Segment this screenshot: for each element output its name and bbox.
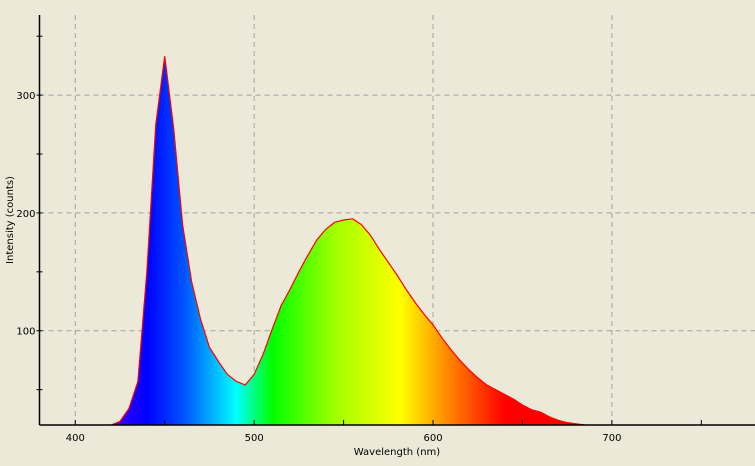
y-axis-label: Intensity (counts) [5,176,16,264]
y-tick-label: 200 [16,209,35,220]
x-tick-label: 500 [245,433,264,444]
x-tick-label: 700 [602,433,621,444]
x-tick-label: 400 [66,433,85,444]
y-tick-label: 100 [16,327,35,338]
x-axis-label: Wavelength (nm) [354,447,440,458]
y-tick-label: 300 [16,91,35,102]
plot-area [111,56,585,425]
spectrum-fill [111,56,585,425]
x-tick-label: 600 [423,433,442,444]
